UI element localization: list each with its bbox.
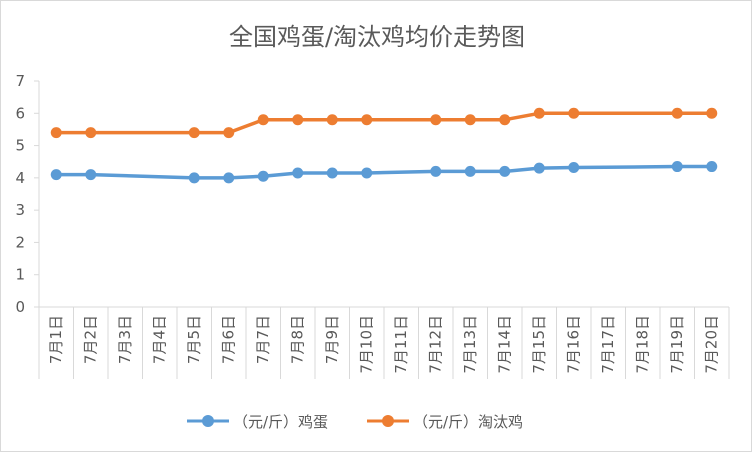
data-point — [50, 127, 62, 139]
data-point — [326, 114, 338, 126]
data-point — [464, 165, 476, 177]
x-tick-label: 7月14日 — [495, 315, 513, 374]
data-point — [50, 169, 62, 181]
y-tick-label: 1 — [15, 266, 25, 284]
y-axis: 0 1 2 3 4 5 6 7 — [15, 72, 40, 316]
data-point — [671, 161, 683, 173]
legend-marker-dot — [382, 415, 394, 427]
legend-label-eggs: （元/斤）鸡蛋 — [233, 413, 328, 431]
x-tick-label: 7月6日 — [219, 315, 237, 364]
legend-marker-dot — [202, 415, 214, 427]
data-point — [292, 167, 304, 179]
x-tick-label: 7月19日 — [668, 315, 686, 374]
data-point — [671, 107, 683, 119]
data-point — [257, 170, 269, 182]
x-tick-label: 7月18日 — [633, 315, 651, 374]
data-point — [499, 114, 511, 126]
x-tick-label: 7月5日 — [185, 315, 203, 364]
x-tick-label: 7月12日 — [426, 315, 444, 374]
data-point — [85, 127, 97, 139]
series-layer — [50, 107, 718, 184]
x-tick-label: 7月1日 — [47, 315, 65, 364]
data-point — [292, 114, 304, 126]
y-tick-label: 3 — [15, 201, 25, 219]
y-tick-label: 6 — [15, 104, 25, 122]
data-point — [430, 114, 442, 126]
x-tick-label: 7月15日 — [530, 315, 548, 374]
x-tick-label: 7月2日 — [81, 315, 99, 364]
series-line-1 — [56, 111, 712, 135]
data-point — [188, 127, 200, 139]
data-point — [499, 165, 511, 177]
x-tick-label: 7月20日 — [702, 315, 720, 374]
y-tick-label: 5 — [15, 137, 25, 155]
x-tick-label: 7月16日 — [564, 315, 582, 374]
legend: （元/斤）鸡蛋 （元/斤）淘汰鸡 — [187, 413, 523, 431]
legend-label-culled-hens: （元/斤）淘汰鸡 — [413, 413, 523, 431]
x-tick-label: 7月8日 — [288, 315, 306, 364]
data-point — [706, 161, 718, 173]
y-tick-label: 7 — [15, 72, 25, 90]
chart-title: 全国鸡蛋/淘汰鸡均价走势图 — [229, 23, 525, 51]
legend-item-eggs: （元/斤）鸡蛋 — [187, 413, 328, 431]
data-point — [188, 172, 200, 184]
x-tick-label: 7月7日 — [254, 315, 272, 364]
data-point — [533, 162, 545, 174]
data-point — [430, 165, 442, 177]
data-point — [464, 114, 476, 126]
data-point — [706, 107, 718, 119]
x-tick-label: 7月11日 — [392, 315, 410, 374]
data-point — [223, 127, 235, 139]
y-tick-label: 0 — [15, 298, 25, 316]
x-tick-label: 7月17日 — [599, 315, 617, 374]
x-tick-label: 7月9日 — [323, 315, 341, 364]
legend-item-culled-hens: （元/斤）淘汰鸡 — [367, 413, 523, 431]
data-point — [326, 167, 338, 179]
x-axis: 7月1日 7月2日 7月3日 7月4日 7月5日 7月6日 7月7日 7月8日 7月9日 7月10… — [38, 306, 730, 379]
y-tick-label: 4 — [15, 169, 25, 187]
data-point — [533, 107, 545, 119]
data-point — [257, 114, 269, 126]
data-point — [223, 172, 235, 184]
y-tick-label: 2 — [15, 233, 25, 251]
data-point — [85, 169, 97, 181]
data-point — [361, 167, 373, 179]
data-point — [568, 162, 580, 174]
data-point — [361, 114, 373, 126]
series-line-0 — [56, 164, 712, 180]
x-tick-label: 7月13日 — [461, 315, 479, 374]
x-tick-label: 7月3日 — [116, 315, 134, 364]
x-tick-label: 7月4日 — [150, 315, 168, 364]
x-tick-label: 7月10日 — [357, 315, 375, 374]
data-point — [568, 107, 580, 119]
